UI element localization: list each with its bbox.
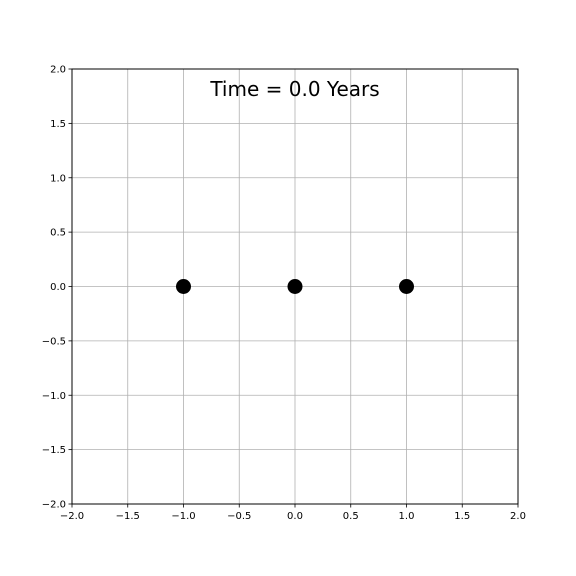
x-tick-label-2: −1.0	[171, 511, 195, 522]
x-tick-label-3: −0.5	[227, 511, 251, 522]
x-tick-label-7: 1.5	[454, 511, 470, 522]
data-point-1	[287, 279, 303, 294]
y-tick-label-6: 1.0	[50, 173, 66, 184]
x-tick-label-1: −1.5	[116, 511, 140, 522]
y-tick-label-0: −2.0	[42, 500, 66, 511]
time-annotation: Time = 0.0 Years	[209, 77, 379, 101]
x-tick-label-0: −2.0	[60, 511, 84, 522]
y-tick-label-5: 0.5	[50, 228, 66, 239]
y-tick-label-7: 1.5	[50, 119, 66, 130]
y-tick-label-1: −1.5	[42, 445, 66, 456]
axis-ticks: −2.0 −1.5 −1.0 −0.5 0.0 0.5 1.0 1.5 2.0 −2.0 −1.5 −…	[42, 65, 526, 523]
data-points	[176, 279, 414, 294]
data-point-2	[399, 279, 414, 294]
y-tick-label-4: 0.0	[50, 282, 66, 293]
y-tick-label-3: −0.5	[42, 336, 66, 347]
x-tick-label-4: 0.0	[287, 511, 303, 522]
x-tick-label-5: 0.5	[343, 511, 359, 522]
x-tick-label-6: 1.0	[399, 511, 415, 522]
data-point-0	[176, 279, 191, 294]
y-tick-label-2: −1.0	[42, 391, 66, 402]
plot-frame	[71, 68, 519, 505]
y-tick-label-8: 2.0	[50, 65, 66, 76]
x-tick-label-8: 2.0	[510, 511, 526, 522]
